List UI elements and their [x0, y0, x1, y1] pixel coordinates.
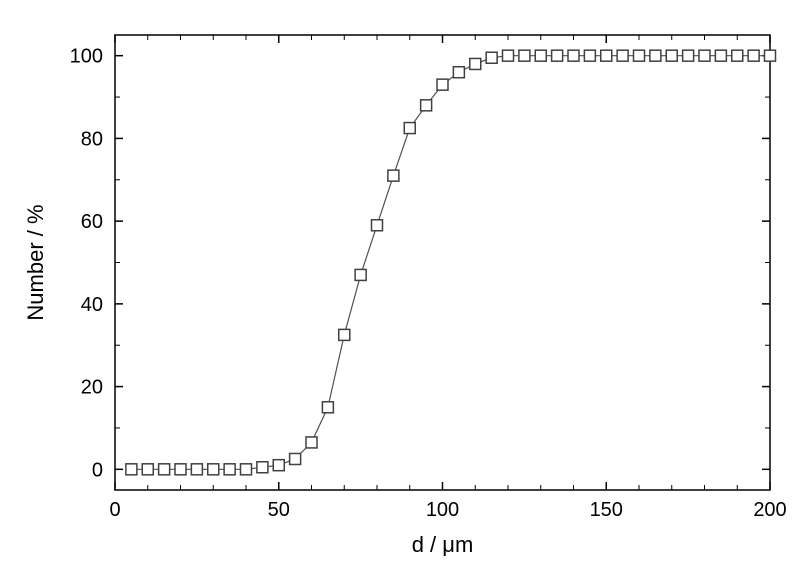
y-tick-label: 0: [92, 459, 103, 481]
data-marker: [355, 269, 366, 280]
data-marker: [634, 50, 645, 61]
data-marker: [715, 50, 726, 61]
x-tick-label: 150: [590, 499, 623, 521]
data-marker: [421, 100, 432, 111]
data-marker: [290, 453, 301, 464]
data-marker: [535, 50, 546, 61]
data-marker: [732, 50, 743, 61]
data-marker: [453, 67, 464, 78]
data-marker: [224, 464, 235, 475]
data-marker: [241, 464, 252, 475]
data-marker: [208, 464, 219, 475]
y-tick-label: 20: [81, 377, 103, 399]
x-tick-label: 200: [753, 499, 786, 521]
y-tick-label: 60: [81, 211, 103, 233]
data-marker: [503, 50, 514, 61]
data-marker: [306, 437, 317, 448]
x-tick-label: 100: [426, 499, 459, 521]
data-marker: [519, 50, 530, 61]
data-marker: [584, 50, 595, 61]
data-marker: [552, 50, 563, 61]
data-marker: [699, 50, 710, 61]
y-axis-label: Number / %: [23, 204, 48, 320]
data-marker: [601, 50, 612, 61]
data-marker: [470, 58, 481, 69]
data-marker: [404, 123, 415, 134]
data-marker: [142, 464, 153, 475]
data-marker: [666, 50, 677, 61]
data-marker: [322, 402, 333, 413]
data-marker: [437, 79, 448, 90]
distribution-chart: 0 50 100 150 200 0 20 40 60 80 100 d / μm Number / %: [0, 0, 800, 588]
x-tick-label: 50: [268, 499, 290, 521]
y-tick-label: 40: [81, 294, 103, 316]
data-marker: [617, 50, 628, 61]
data-marker: [650, 50, 661, 61]
data-marker: [683, 50, 694, 61]
data-marker: [568, 50, 579, 61]
data-marker: [126, 464, 137, 475]
y-tick-label: 80: [81, 128, 103, 150]
data-marker: [748, 50, 759, 61]
data-marker: [388, 170, 399, 181]
data-marker: [257, 462, 268, 473]
data-marker: [339, 329, 350, 340]
chart-container: 0 50 100 150 200 0 20 40 60 80 100 d / μm Number / %: [0, 0, 800, 588]
data-marker: [273, 460, 284, 471]
x-axis-label: d / μm: [412, 532, 474, 557]
data-marker: [191, 464, 202, 475]
data-marker: [159, 464, 170, 475]
data-marker: [486, 52, 497, 63]
x-tick-label: 0: [109, 499, 120, 521]
data-marker: [372, 220, 383, 231]
data-marker: [175, 464, 186, 475]
data-marker: [765, 50, 776, 61]
y-tick-label: 100: [70, 46, 103, 68]
series-line: [131, 56, 770, 470]
